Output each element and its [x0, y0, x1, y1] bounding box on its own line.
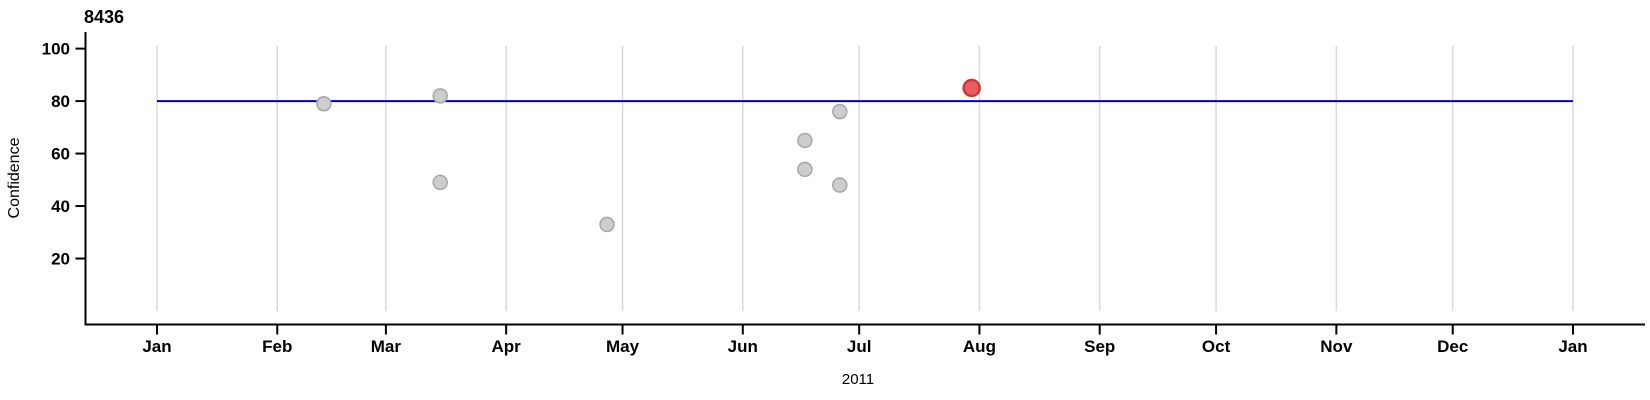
y-tick-label: 20 [51, 250, 70, 269]
x-tick-label: Aug [963, 337, 996, 356]
x-tick-label: Oct [1202, 337, 1231, 356]
x-tick-label: May [606, 337, 640, 356]
x-axis-year-label: 2011 [842, 371, 874, 388]
x-tick-label: Jan [142, 337, 171, 356]
data-point[interactable] [599, 216, 615, 233]
y-tick-label: 100 [42, 40, 70, 59]
chart-title: 8436 [84, 7, 124, 27]
data-point[interactable] [797, 161, 813, 178]
data-point[interactable] [432, 174, 448, 191]
y-tick-label: 80 [51, 92, 70, 111]
x-tick-label: Apr [492, 337, 522, 356]
x-tick-label: Jan [1558, 337, 1587, 356]
data-point[interactable] [432, 88, 448, 104]
x-tick-label: Jul [847, 337, 872, 356]
x-tick-label: Mar [371, 337, 402, 356]
x-tick-label: Jun [728, 337, 758, 356]
data-point[interactable] [316, 95, 332, 112]
highlighted-data-point[interactable] [962, 78, 981, 98]
data-point[interactable] [832, 177, 848, 193]
data-point[interactable] [832, 103, 848, 120]
x-tick-label: Nov [1320, 337, 1353, 356]
data-point[interactable] [797, 132, 813, 149]
y-axis-title: Confidence [6, 137, 23, 218]
y-tick-label: 60 [51, 145, 70, 164]
x-tick-label: Sep [1084, 337, 1115, 356]
x-tick-label: Dec [1437, 337, 1468, 356]
y-tick-label: 40 [51, 197, 70, 216]
x-tick-label: Feb [262, 337, 292, 356]
